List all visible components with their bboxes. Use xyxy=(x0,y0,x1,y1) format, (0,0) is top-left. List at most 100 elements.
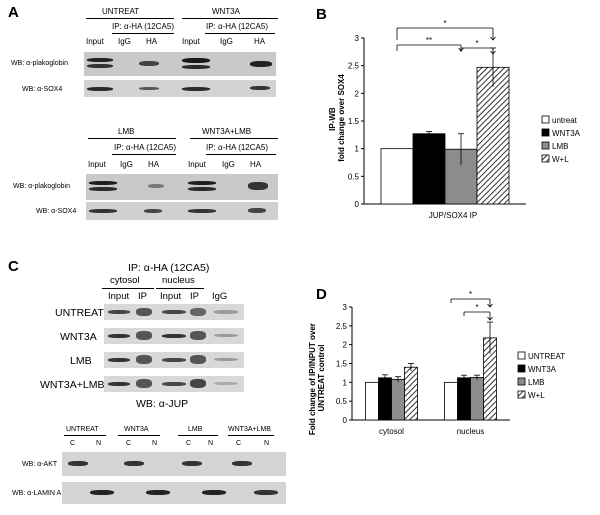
wb-label-akt: WB: α-AKT xyxy=(22,461,58,468)
group-label-lmb: LMB xyxy=(118,127,135,136)
row-label-wnt3a-lmb: WNT3A+LMB xyxy=(40,379,105,391)
y-axis-label-line2: UNTREAT control xyxy=(317,345,326,412)
wb-label-plakoglobin: WB: α-plakoglobin xyxy=(13,183,70,190)
legend-label: W+L xyxy=(528,391,545,400)
bar-untreat xyxy=(380,148,414,205)
wb-label-sox4: WB: α-SOX4 xyxy=(36,208,77,215)
y-tick-label: 1.5 xyxy=(348,117,360,126)
bar-wnt3a xyxy=(457,377,471,421)
significance-label: * xyxy=(475,39,478,48)
legend-label: WNT3A xyxy=(552,129,581,138)
svg-text:IP-WB fold change over SOX: IP-WB fold change over SOX4 xyxy=(328,74,346,162)
legend-swatch xyxy=(517,390,526,399)
ip-label: IP: α-HA (12CA5) xyxy=(128,262,210,274)
legend-label: WNT3A xyxy=(528,365,557,374)
lane-n: N xyxy=(208,440,214,447)
panel-d-letter: D xyxy=(316,286,327,303)
group-label-wnt3a: WNT3A xyxy=(212,7,240,16)
lower-group-lmb: LMB xyxy=(188,426,203,433)
lane-n: N xyxy=(264,440,270,447)
y-tick-label: 1 xyxy=(343,378,348,387)
y-tick-label: 2.5 xyxy=(336,322,348,331)
lane-c: C xyxy=(236,440,242,447)
wb-label-jup: WB: α-JUP xyxy=(136,398,189,410)
blot-sox4-bottom xyxy=(86,202,278,220)
bar-w-l xyxy=(476,66,510,205)
legend-swatch xyxy=(517,351,526,360)
lane-ha: HA xyxy=(148,160,160,169)
svg-text:Fold change of IP/INPUT over: Fold change of IP/INPUT over UNTREAT con… xyxy=(308,321,326,435)
wb-label-sox4: WB: α-SOX4 xyxy=(22,86,63,93)
bar-w-l xyxy=(404,366,418,421)
y-tick-label: 2.5 xyxy=(348,62,360,71)
lane-input: Input xyxy=(160,291,182,302)
lane-igg: IgG xyxy=(118,37,131,46)
chart-d: 0 0.5 1 1.5 2 2.5 3 cytosol nucleus UNTREAT WNT3A L… xyxy=(308,290,565,436)
blot-plakoglobin-bottom xyxy=(86,174,278,200)
lane-c: C xyxy=(70,440,76,447)
panel-c-letter: C xyxy=(8,258,19,275)
panel-b-letter: B xyxy=(316,6,327,23)
lane-n: N xyxy=(152,440,158,447)
lane-ha: HA xyxy=(254,37,266,46)
y-tick-label: 0 xyxy=(343,416,348,425)
blot-akt xyxy=(62,452,286,476)
significance-label: ** xyxy=(426,36,432,45)
x-tick-label: nucleus xyxy=(457,427,485,436)
blot-row-untreat xyxy=(104,304,244,320)
fraction-nucleus: nucleus xyxy=(162,275,195,286)
y-axis-label-line1: Fold change of IP/INPUT over xyxy=(308,323,317,435)
y-axis-label-line1: IP-WB xyxy=(328,107,337,131)
lane-igg: IgG xyxy=(120,160,133,169)
lower-group-wnt3a-lmb: WNT3A+LMB xyxy=(228,426,271,433)
y-tick-label: 3 xyxy=(343,303,348,312)
legend-swatch xyxy=(517,364,526,373)
lane-n: N xyxy=(96,440,102,447)
lane-ip: IP xyxy=(190,291,199,302)
lane-ip: IP xyxy=(138,291,147,302)
lane-input: Input xyxy=(182,37,200,46)
wb-label-plakoglobin: WB: α-plakoglobin xyxy=(11,60,68,67)
bar-untreat xyxy=(365,381,379,421)
y-tick-label: 0.5 xyxy=(336,397,348,406)
row-label-wnt3a: WNT3A xyxy=(60,331,97,343)
bar-wnt3a xyxy=(412,133,446,205)
blot-sox4-top xyxy=(84,80,276,97)
bar-untreat xyxy=(444,381,458,421)
legend-label: LMB xyxy=(552,142,568,151)
fraction-cytosol: cytosol xyxy=(110,275,140,286)
y-tick-label: 2 xyxy=(343,341,348,350)
lane-igg: IgG xyxy=(222,160,235,169)
significance-label: * xyxy=(469,290,472,299)
y-axis-label-line2: fold change over SOX4 xyxy=(337,74,346,162)
bar-lmb xyxy=(391,378,405,421)
legend-label: LMB xyxy=(528,378,544,387)
x-tick-label: cytosol xyxy=(379,427,404,436)
significance-arrow xyxy=(487,303,493,308)
ip-label: IP: α-HA (12CA5) xyxy=(206,143,268,152)
blot-row-wnt3a xyxy=(104,328,244,344)
significance-arrow xyxy=(487,316,493,321)
bar-lmb xyxy=(470,377,484,421)
lower-group-untreat: UNTREAT xyxy=(66,426,99,433)
y-tick-label: 1.5 xyxy=(336,360,348,369)
blot-lamin xyxy=(62,482,286,504)
group-label-untreat: UNTREAT xyxy=(102,7,140,16)
legend-swatch xyxy=(541,115,550,124)
y-tick-label: 1 xyxy=(355,145,360,154)
lane-input: Input xyxy=(86,37,104,46)
lane-ha: HA xyxy=(250,160,262,169)
lane-c: C xyxy=(126,440,132,447)
lane-igg: IgG xyxy=(220,37,233,46)
lane-ha: HA xyxy=(146,37,158,46)
y-tick-label: 0 xyxy=(355,200,360,209)
blot-plakoglobin-top xyxy=(84,52,276,76)
legend-label: untreat xyxy=(552,116,578,125)
panel-a-letter: A xyxy=(8,4,19,21)
legend-swatch xyxy=(541,141,550,150)
lane-input: Input xyxy=(188,160,206,169)
legend-label: UNTREAT xyxy=(528,352,565,361)
x-axis-label: JUP/SOX4 IP xyxy=(429,211,477,220)
